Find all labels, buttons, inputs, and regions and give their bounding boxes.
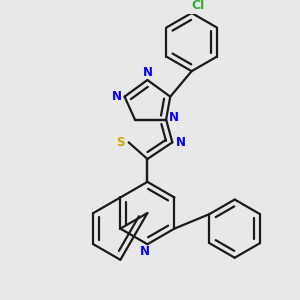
Text: N: N [142, 66, 152, 79]
Text: N: N [140, 245, 150, 258]
Text: N: N [112, 90, 122, 103]
Text: N: N [176, 136, 186, 149]
Text: N: N [169, 111, 179, 124]
Text: S: S [116, 136, 124, 149]
Text: Cl: Cl [191, 0, 205, 12]
